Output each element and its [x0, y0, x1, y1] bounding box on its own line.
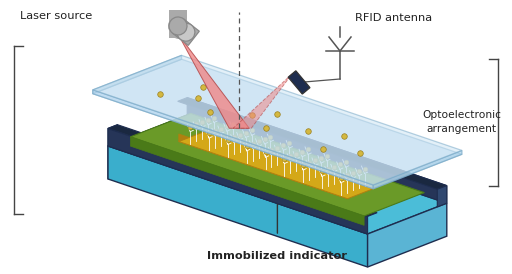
Text: RFID antenna: RFID antenna: [355, 13, 432, 23]
Polygon shape: [178, 98, 447, 189]
Polygon shape: [108, 125, 118, 146]
Polygon shape: [368, 203, 447, 267]
Polygon shape: [288, 71, 310, 94]
Ellipse shape: [169, 14, 187, 38]
Polygon shape: [187, 98, 447, 203]
Polygon shape: [233, 74, 292, 128]
Ellipse shape: [177, 23, 195, 41]
Polygon shape: [108, 115, 447, 234]
Polygon shape: [173, 19, 199, 45]
FancyBboxPatch shape: [169, 10, 187, 38]
Text: Immobilized indicator: Immobilized indicator: [207, 251, 348, 261]
Text: Optoelectronic
arrangement: Optoelectronic arrangement: [422, 110, 501, 134]
Polygon shape: [179, 134, 348, 199]
Polygon shape: [179, 130, 376, 199]
Ellipse shape: [169, 17, 187, 35]
Polygon shape: [108, 146, 368, 267]
Polygon shape: [131, 113, 424, 216]
Polygon shape: [108, 125, 377, 216]
Polygon shape: [108, 129, 368, 234]
Polygon shape: [108, 115, 187, 179]
Polygon shape: [131, 137, 364, 225]
Polygon shape: [437, 185, 447, 207]
Polygon shape: [178, 34, 249, 128]
Polygon shape: [93, 55, 182, 94]
Polygon shape: [373, 150, 462, 189]
Polygon shape: [93, 59, 462, 189]
Polygon shape: [93, 55, 462, 185]
Text: Laser source: Laser source: [20, 11, 92, 21]
Polygon shape: [93, 90, 373, 189]
